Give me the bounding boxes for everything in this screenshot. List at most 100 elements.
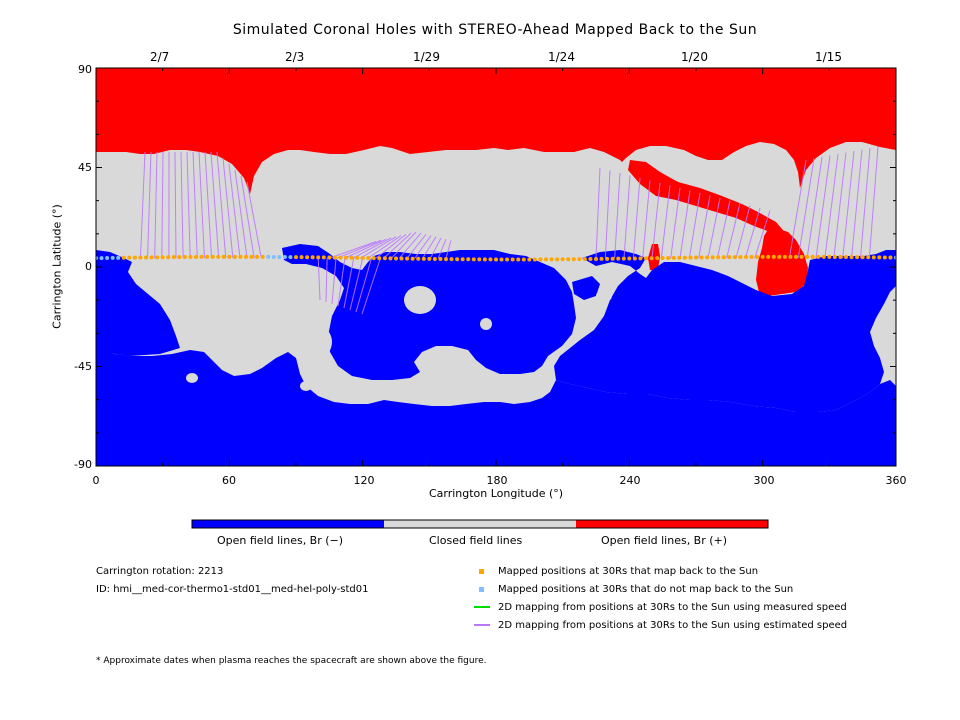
unmapped-point: [110, 255, 115, 260]
top-date-label: 1/24: [548, 50, 575, 64]
mapped-point: [866, 255, 871, 260]
mapping-line: [698, 195, 711, 259]
mapped-point: [616, 256, 621, 261]
mapped-point: [744, 255, 748, 260]
mapped-point: [721, 255, 726, 260]
mapped-point: [755, 254, 760, 259]
mapped-point: [194, 254, 198, 259]
mapping-line: [344, 238, 387, 259]
mapped-point: [732, 255, 737, 260]
mapped-point: [688, 255, 693, 260]
mapped-point: [505, 257, 510, 262]
mapped-point: [327, 255, 332, 260]
mapped-point: [821, 254, 826, 259]
negative-hole-center: [282, 244, 576, 380]
mapping-line: [744, 207, 761, 259]
mapped-point: [660, 256, 665, 261]
mapped-point: [310, 255, 315, 260]
x-tick-label: 360: [885, 474, 907, 487]
mapping-line: [445, 240, 452, 259]
mapped-point: [638, 256, 643, 261]
legend-blue-square: [479, 587, 484, 592]
mapping-line: [331, 258, 337, 305]
small-positive-spot: [648, 244, 660, 270]
model-id: ID: hmi__med-cor-thermo1-std01__med-hel-…: [96, 584, 369, 595]
legend-label: 2D mapping from positions at 30Rs to the…: [498, 602, 847, 613]
top-date-label: 1/20: [681, 50, 708, 64]
mapped-point: [844, 255, 848, 260]
mapping-line: [707, 197, 721, 259]
y-tick-label: 90: [78, 63, 92, 76]
x-tick-label: 0: [92, 474, 100, 487]
mapped-point: [127, 255, 132, 260]
mapping-line: [337, 258, 346, 307]
mapped-point: [399, 256, 404, 261]
mapping-line: [833, 152, 847, 259]
mapping-line: [222, 157, 234, 259]
mapping-line: [754, 210, 771, 259]
unmapped-point: [277, 254, 282, 259]
mapping-line: [234, 169, 248, 259]
mapped-point: [527, 257, 532, 262]
mapped-point: [182, 255, 187, 260]
mapping-line: [632, 177, 641, 259]
unmapped-point: [271, 254, 276, 259]
mapping-line: [422, 236, 437, 259]
mapping-line: [329, 241, 377, 259]
closed-island: [480, 318, 492, 330]
mapped-point: [827, 254, 832, 259]
colorbar-closed: [384, 520, 576, 528]
mapped-point: [132, 255, 137, 260]
mapped-point: [777, 254, 782, 259]
mapped-point: [455, 257, 460, 262]
mapping-line: [716, 200, 731, 259]
legend-label: 2D mapping from positions at 30Rs to the…: [498, 620, 848, 631]
mapped-point: [544, 257, 548, 262]
mapped-point: [521, 257, 526, 262]
mapped-point: [549, 257, 554, 262]
mapped-point: [344, 255, 348, 260]
mapping-line: [186, 151, 191, 259]
mapping-line: [216, 151, 227, 259]
positive-hole-tongue: [628, 160, 788, 240]
mapping-line: [679, 190, 691, 259]
mapped-point: [138, 255, 143, 260]
colorbar-label-negative: Open field lines, Br (−): [217, 534, 344, 547]
mapped-point: [816, 254, 821, 259]
x-tick-label: 300: [753, 474, 775, 487]
mapped-point: [577, 257, 582, 262]
mapping-line: [343, 258, 355, 309]
mapping-line: [375, 234, 407, 259]
mapping-line: [198, 151, 205, 259]
closed-island: [596, 290, 612, 302]
mapped-point: [227, 254, 232, 259]
mapped-point: [694, 255, 698, 260]
mapped-point: [444, 257, 448, 262]
north-positive-hole: [96, 68, 896, 194]
mapped-point: [716, 255, 721, 260]
mapped-point: [371, 256, 376, 261]
mapped-point: [560, 257, 565, 262]
mapping-line: [147, 151, 152, 259]
mapping-line: [806, 156, 823, 259]
mapping-line: [355, 258, 373, 313]
mapped-point: [160, 255, 165, 260]
top-date-label: 2/3: [285, 50, 305, 64]
mapped-point: [771, 254, 776, 259]
mapping-line: [735, 205, 751, 259]
mapped-point: [460, 257, 465, 262]
mapped-point: [749, 254, 754, 259]
carrington-rotation: Carrington rotation: 2213: [96, 566, 224, 577]
mapped-point: [605, 256, 610, 261]
closed-island: [186, 373, 198, 383]
mapped-point: [494, 257, 498, 262]
mapped-point: [794, 254, 798, 259]
mapped-point: [532, 257, 537, 262]
mapped-point: [471, 257, 476, 262]
mapping-line: [651, 182, 661, 259]
x-tick-label: 180: [486, 474, 508, 487]
x-axis-title: Carrington Longitude (°): [428, 487, 564, 500]
mapped-point: [766, 254, 771, 259]
mapping-line: [842, 150, 855, 259]
mapped-point: [199, 254, 204, 259]
